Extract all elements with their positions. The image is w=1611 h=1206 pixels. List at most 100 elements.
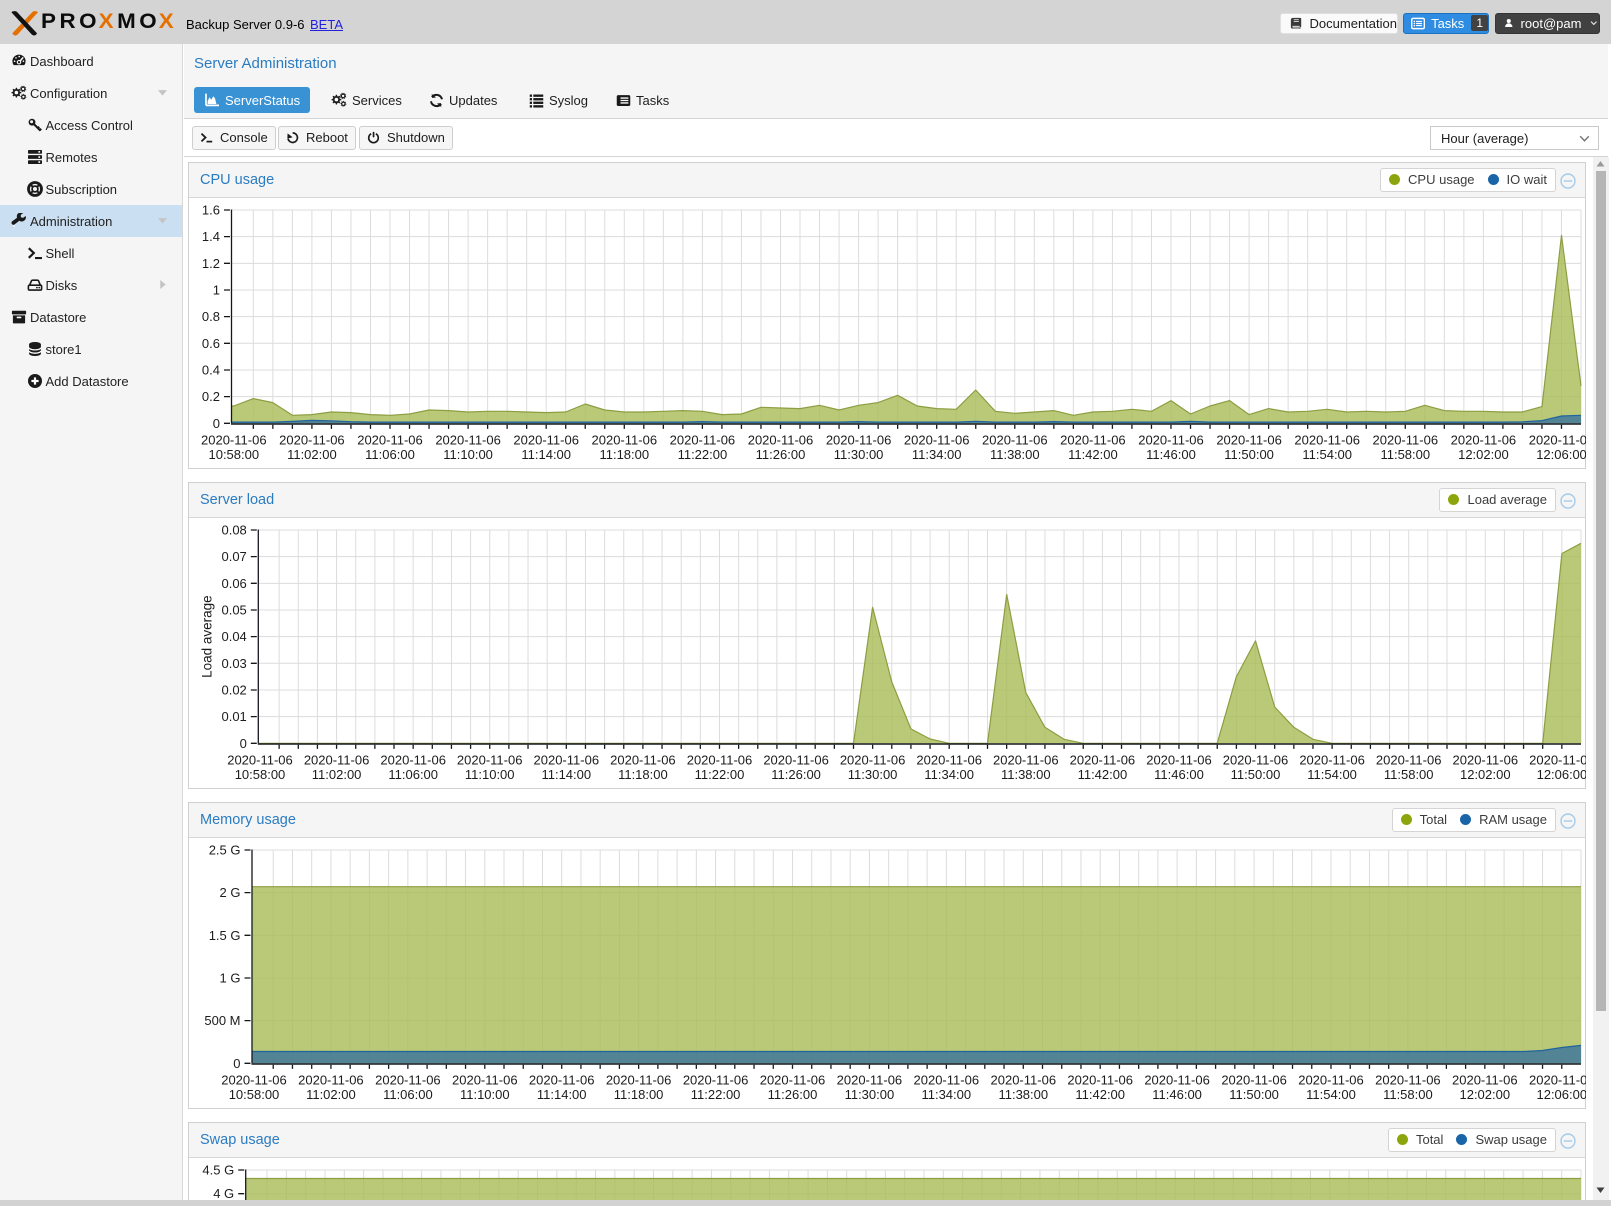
svg-text:0.6: 0.6 (202, 336, 220, 351)
svg-text:11:50:00: 11:50:00 (1231, 767, 1281, 782)
svg-text:2020-11-06: 2020-11-06 (840, 752, 906, 767)
svg-text:11:38:00: 11:38:00 (998, 1087, 1048, 1102)
svg-text:11:50:00: 11:50:00 (1229, 1087, 1279, 1102)
svg-text:2 G: 2 G (220, 885, 241, 900)
svg-text:2020-11-06: 2020-11-06 (606, 1072, 672, 1087)
svg-text:1: 1 (213, 283, 220, 298)
svg-text:11:14:00: 11:14:00 (541, 767, 591, 782)
svg-text:11:10:00: 11:10:00 (465, 767, 515, 782)
svg-text:2020-11-06: 2020-11-06 (513, 432, 579, 447)
svg-text:4 G: 4 G (213, 1186, 234, 1201)
svg-text:2020-11-06: 2020-11-06 (991, 1072, 1057, 1087)
svg-text:2020-11-06: 2020-11-06 (357, 432, 423, 447)
svg-text:2020-11-06: 2020-11-06 (298, 1072, 364, 1087)
svg-text:0: 0 (213, 416, 220, 431)
svg-text:0.04: 0.04 (221, 629, 246, 644)
svg-text:11:02:00: 11:02:00 (287, 447, 337, 462)
svg-text:0.07: 0.07 (221, 549, 246, 564)
svg-text:2020-11-06: 2020-11-06 (1221, 1072, 1287, 1087)
svg-text:2020-11-06: 2020-11-06 (1298, 1072, 1364, 1087)
svg-text:2020-11-06: 2020-11-06 (1223, 752, 1289, 767)
svg-text:1.5 G: 1.5 G (209, 928, 241, 943)
svg-text:2.5 G: 2.5 G (209, 843, 241, 858)
svg-text:11:46:00: 11:46:00 (1146, 447, 1196, 462)
svg-text:2020-11-06: 2020-11-06 (914, 1072, 980, 1087)
svg-text:11:46:00: 11:46:00 (1152, 1087, 1202, 1102)
svg-text:11:34:00: 11:34:00 (912, 447, 962, 462)
svg-text:12:02:00: 12:02:00 (1459, 1087, 1510, 1102)
svg-text:2020-11-06: 2020-11-06 (1294, 432, 1360, 447)
svg-text:0.05: 0.05 (221, 603, 246, 618)
svg-text:2020-11-06: 2020-11-06 (279, 432, 345, 447)
svg-text:2020-11-06: 2020-11-06 (375, 1072, 441, 1087)
svg-text:2020-11-06: 2020-11-06 (1373, 432, 1439, 447)
svg-text:2020-11-06: 2020-11-06 (1375, 1072, 1441, 1087)
svg-text:2020-11-06: 2020-11-06 (982, 432, 1048, 447)
svg-text:1.4: 1.4 (202, 229, 220, 244)
svg-text:2020-11-06: 2020-11-06 (1060, 432, 1126, 447)
svg-text:2020-11-06: 2020-11-06 (687, 752, 753, 767)
svg-text:11:30:00: 11:30:00 (848, 767, 898, 782)
svg-text:11:14:00: 11:14:00 (521, 447, 571, 462)
svg-text:11:26:00: 11:26:00 (771, 767, 821, 782)
svg-text:11:22:00: 11:22:00 (678, 447, 728, 462)
svg-text:2020-11-06: 2020-11-06 (826, 432, 892, 447)
svg-text:11:14:00: 11:14:00 (537, 1087, 587, 1102)
svg-text:11:22:00: 11:22:00 (695, 767, 745, 782)
svg-text:1.6: 1.6 (202, 203, 220, 218)
svg-text:2020-11-06: 2020-11-06 (1376, 752, 1442, 767)
svg-text:2020-11-06: 2020-11-06 (1070, 752, 1136, 767)
svg-text:0.2: 0.2 (202, 389, 220, 404)
svg-text:11:46:00: 11:46:00 (1154, 767, 1204, 782)
svg-text:11:18:00: 11:18:00 (618, 767, 668, 782)
svg-text:10:58:00: 10:58:00 (208, 447, 259, 462)
svg-text:11:26:00: 11:26:00 (756, 447, 806, 462)
svg-text:2020-11-06: 2020-11-06 (201, 432, 267, 447)
svg-text:0.01: 0.01 (221, 709, 246, 724)
svg-text:0.03: 0.03 (221, 656, 246, 671)
svg-text:2020-11-06: 2020-11-06 (1453, 752, 1519, 767)
svg-text:2020-11-06: 2020-11-06 (916, 752, 982, 767)
svg-text:2020-11-06: 2020-11-06 (760, 1072, 826, 1087)
svg-text:12:02:00: 12:02:00 (1458, 447, 1509, 462)
svg-text:2020-11-06: 2020-11-06 (1529, 432, 1586, 447)
svg-text:500 M: 500 M (204, 1013, 240, 1028)
svg-text:11:22:00: 11:22:00 (691, 1087, 741, 1102)
svg-text:11:06:00: 11:06:00 (388, 767, 438, 782)
svg-text:2020-11-06: 2020-11-06 (837, 1072, 903, 1087)
svg-text:2020-11-06: 2020-11-06 (304, 752, 370, 767)
svg-text:0.08: 0.08 (221, 523, 246, 538)
svg-text:11:58:00: 11:58:00 (1384, 767, 1434, 782)
svg-text:11:30:00: 11:30:00 (845, 1087, 895, 1102)
svg-text:0: 0 (240, 736, 247, 751)
svg-text:2020-11-06: 2020-11-06 (1138, 432, 1204, 447)
svg-text:0.06: 0.06 (221, 576, 246, 591)
svg-text:11:58:00: 11:58:00 (1383, 1087, 1433, 1102)
svg-text:11:58:00: 11:58:00 (1380, 447, 1430, 462)
svg-text:12:02:00: 12:02:00 (1460, 767, 1511, 782)
svg-text:10:58:00: 10:58:00 (229, 1087, 280, 1102)
svg-text:11:38:00: 11:38:00 (1001, 767, 1051, 782)
svg-text:11:26:00: 11:26:00 (768, 1087, 818, 1102)
svg-text:2020-11-06: 2020-11-06 (221, 1072, 287, 1087)
svg-text:2020-11-06: 2020-11-06 (1451, 432, 1517, 447)
svg-text:11:50:00: 11:50:00 (1224, 447, 1274, 462)
svg-text:2020-11-06: 2020-11-06 (904, 432, 970, 447)
svg-text:2020-11-06: 2020-11-06 (1144, 1072, 1210, 1087)
svg-text:2020-11-06: 2020-11-06 (592, 432, 658, 447)
svg-text:2020-11-06: 2020-11-06 (534, 752, 600, 767)
svg-text:12:06:00: 12:06:00 (1537, 767, 1586, 782)
svg-text:2020-11-06: 2020-11-06 (610, 752, 676, 767)
svg-text:11:06:00: 11:06:00 (365, 447, 415, 462)
svg-text:2020-11-06: 2020-11-06 (683, 1072, 749, 1087)
svg-text:11:10:00: 11:10:00 (460, 1087, 510, 1102)
svg-text:11:06:00: 11:06:00 (383, 1087, 433, 1102)
svg-text:Load average: Load average (199, 595, 214, 678)
svg-text:2020-11-06: 2020-11-06 (993, 752, 1059, 767)
svg-text:11:34:00: 11:34:00 (921, 1087, 971, 1102)
svg-text:2020-11-06: 2020-11-06 (227, 752, 293, 767)
svg-text:11:02:00: 11:02:00 (306, 1087, 356, 1102)
svg-text:2020-11-06: 2020-11-06 (1452, 1072, 1518, 1087)
svg-text:2020-11-06: 2020-11-06 (1529, 1072, 1586, 1087)
svg-text:2020-11-06: 2020-11-06 (1529, 752, 1586, 767)
